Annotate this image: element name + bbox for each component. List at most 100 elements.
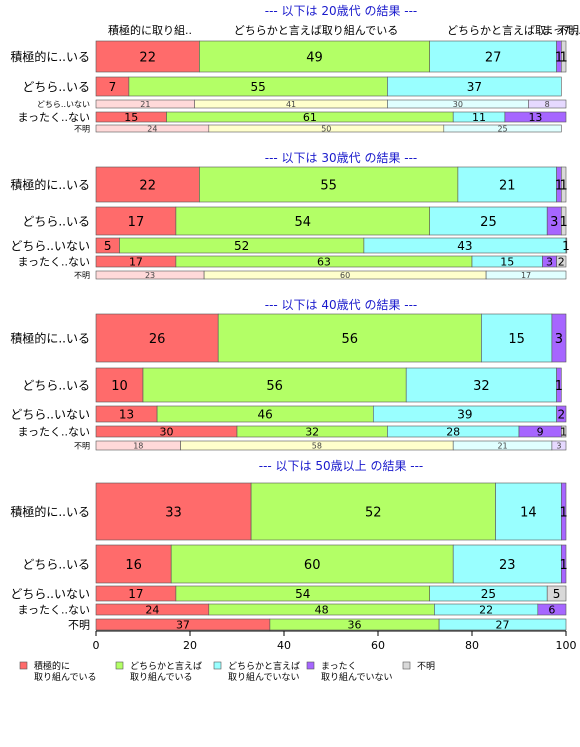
data-label: 2 [558,256,565,269]
bar-segment [528,99,567,109]
data-label: 15 [500,256,514,269]
legend-label: まったく取り組んでいない [321,661,393,683]
legend-label: 不明 [417,661,435,672]
data-label: 60 [304,558,321,573]
legend-item: どちらかと言えば取り組んでいる [115,660,202,683]
row-label: 積極的に..いる [10,504,90,519]
bar-segment [95,544,172,584]
bar-row: どちら..いる 7 55 37 [22,76,562,97]
data-label: 6 [548,604,555,617]
row-label: まったく..ない [17,256,90,269]
row-label: どちら..いる [22,215,90,229]
row-label: まったく..ない [17,604,90,617]
row-label: どちら..いない [10,408,90,422]
data-label: 8 [545,100,550,109]
bar-segment [429,206,548,236]
data-label: 54 [295,215,312,230]
bar-segment [537,603,567,616]
data-label: 17 [129,256,143,269]
data-label: 48 [315,604,329,617]
data-label: 43 [457,239,472,253]
panel-2: --- 以下は 30歳代 の結果 ---積極的に..いる 22 55 21 11どちら.… [10,151,569,280]
data-label: 30 [453,100,463,109]
bar-segment [95,40,200,73]
data-label: 1 [562,239,570,253]
bar-segment [556,367,562,403]
row-label: どちら..いる [22,80,90,94]
bar-segment [250,482,496,541]
bar-row: どちら..いない 21 41 30 8 [37,99,567,109]
legend-swatch [306,661,315,670]
bar-segment [429,40,557,73]
legend-swatch [402,661,411,670]
panel-title: --- 以下は 20歳代 の結果 --- [265,4,418,18]
bar-segment [551,440,567,451]
column-header: 不明 [557,24,579,37]
data-label: 1 [560,178,568,193]
data-label: 11 [472,111,486,124]
data-label: 1 [555,50,563,65]
bar-segment [457,166,557,203]
data-label: 14 [520,505,537,520]
data-label: 39 [457,407,472,421]
column-header: 積極的に取り組.. [108,23,192,37]
data-label: 27 [485,50,502,65]
data-label: 56 [266,379,283,394]
bar-segment [560,40,567,73]
data-label: 2 [557,407,565,421]
data-label: 18 [133,441,143,450]
bar-segment [485,270,567,280]
bar-row: どちら..いる 16 60 23 1 [22,544,568,584]
bar-segment [95,313,219,363]
bar-row: 積極的に..いる 22 49 27 11 [10,40,568,73]
bar-segment [495,482,562,541]
data-label: 26 [149,332,166,347]
data-label: 25 [497,124,507,133]
x-tick-label: 40 [277,639,291,652]
bar-row: どちら..いない 17 54 25 5 [10,585,567,602]
column-header: どちらかと言えば取.. [447,24,553,37]
data-label: 58 [312,441,322,450]
data-label: 5 [553,587,561,601]
bar-row: 不明 24 50 25 [74,124,562,134]
legend-label: どちらかと言えば取り組んでいない [228,660,300,683]
bar-segment [142,367,407,403]
data-label: 54 [295,587,310,601]
bar-segment [560,206,567,236]
data-label: 28 [446,426,460,439]
row-label: どちら..いない [37,100,90,109]
panel-title: --- 以下は 30歳代 の結果 --- [265,151,418,165]
bar-segment [560,425,567,438]
bar-row: どちら..いる 10 56 32 1 [22,367,563,403]
bar-segment [199,166,459,203]
bar-row: 積極的に..いる 26 56 15 3 [10,313,567,363]
row-label: まったく..ない [17,111,90,124]
data-label: 32 [305,426,319,439]
data-label: 3 [546,256,553,269]
row-label: まったく..ない [17,426,90,439]
data-label: 22 [479,604,493,617]
data-label: 63 [317,256,331,269]
data-label: 25 [481,587,496,601]
row-label: 不明 [68,619,90,632]
bar-row: まったく..ない 30 32 28 9 1 [17,426,567,439]
data-label: 15 [508,332,525,347]
bar-row: 積極的に..いる 33 52 14 1 [10,482,568,541]
bar-segment [452,544,562,584]
legend-item: 不明 [402,661,435,672]
panel-3: --- 以下は 40歳代 の結果 --- 積極的に..いる 26 56 15 3 どちら..… [10,298,567,451]
row-label: どちら..いる [22,379,90,393]
bar-segment [556,405,567,423]
data-label: 1 [555,178,563,193]
bar-segment [405,367,557,403]
row-label: 不明 [74,271,90,280]
bar-row: どちら..いない 13 46 39 2 [10,405,567,423]
bar-segment [560,482,567,541]
panel-4: --- 以下は 50歳以上 の結果 ---積極的に..いる 33 52 14 1どちら.… [10,459,567,632]
data-label: 22 [139,50,156,65]
data-label: 13 [528,111,542,124]
data-label: 1 [560,50,568,65]
data-label: 13 [119,407,134,421]
bar-segment [556,255,567,268]
row-label: どちら..いない [10,239,90,253]
